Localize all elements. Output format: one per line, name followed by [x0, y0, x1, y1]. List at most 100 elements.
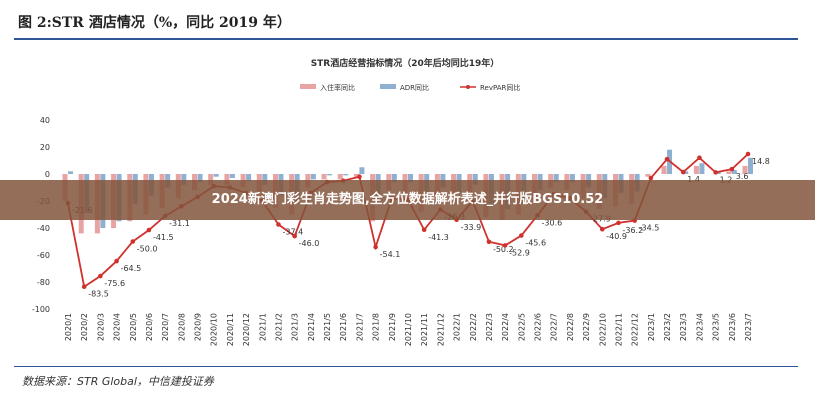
y-tick-label: -40 [37, 224, 50, 233]
data-label: -54.1 [380, 250, 401, 259]
bar [213, 174, 219, 177]
point [713, 170, 718, 175]
y-tick-label: -60 [37, 251, 50, 260]
x-tick-label: 2020/9 [194, 313, 203, 341]
x-tick-label: 2021/10 [404, 313, 413, 346]
data-label: -50.0 [137, 245, 158, 254]
point [130, 239, 136, 244]
point [81, 284, 87, 290]
bar [553, 174, 559, 183]
bar [181, 174, 187, 185]
x-tick-label: 2020/11 [226, 313, 235, 346]
x-tick-label: 2021/6 [339, 313, 348, 341]
x-tick-label: 2020/7 [161, 313, 170, 341]
header: 图 2:STR 酒店情况（%，同比 2019 年） [18, 15, 291, 31]
x-tick-label: 2022/1 [453, 313, 462, 341]
x-tick-label: 2022/12 [631, 313, 640, 346]
bar [262, 174, 268, 185]
bar [337, 174, 343, 180]
x-tick-label: 2022/6 [534, 313, 543, 341]
bar [699, 163, 705, 174]
data-label: -30.6 [542, 218, 563, 227]
bar [353, 174, 359, 177]
bar [327, 174, 333, 176]
point [98, 273, 103, 279]
bar [310, 174, 316, 180]
bar [343, 174, 349, 176]
point [146, 227, 152, 233]
point [745, 151, 751, 157]
data-label: -37.4 [282, 227, 303, 236]
point [502, 243, 508, 248]
point [421, 227, 427, 233]
data-label: -52.9 [509, 248, 530, 257]
x-tick-label: 2022/9 [582, 313, 591, 341]
x-tick-label: 2021/9 [388, 313, 397, 341]
x-tick-label: 2022/8 [566, 313, 575, 341]
x-tick-label: 2021/11 [420, 313, 429, 346]
rule [14, 366, 798, 367]
x-tick-label: 2020/1 [64, 313, 73, 341]
data-label: -33.9 [461, 223, 482, 232]
x-tick-label: 2021/2 [274, 313, 283, 341]
point [292, 233, 297, 239]
bar [208, 174, 214, 185]
y-tick-label: 40 [40, 116, 50, 125]
y-tick-label: 20 [40, 143, 50, 152]
point [114, 258, 119, 264]
data-label: -41.5 [153, 233, 174, 242]
data-label: -45.6 [525, 239, 546, 248]
bar [748, 157, 753, 174]
bar [645, 174, 651, 177]
point [276, 222, 281, 227]
point [664, 156, 670, 162]
data-label: -41.3 [428, 233, 449, 242]
banner: 2024新澳门彩生肖走势图,全方位数据解析表述_并行版BGS10.52 [0, 180, 815, 220]
data-label: 14.8 [752, 157, 770, 166]
point [486, 239, 492, 245]
legend-label: ADR同比 [400, 83, 429, 92]
x-tick-label: 2023/7 [744, 313, 753, 341]
x-tick-label: 2021/5 [323, 313, 332, 341]
data-label: -50.2 [493, 245, 514, 254]
bar [472, 174, 478, 185]
x-tick-label: 2021/12 [436, 313, 445, 346]
data-label: -64.5 [121, 264, 142, 273]
bar [229, 174, 235, 179]
data-label: -46.0 [299, 239, 320, 248]
y-tick-label: 0 [45, 170, 50, 179]
bar [408, 174, 413, 183]
bar [731, 169, 737, 174]
x-tick-label: 2022/11 [614, 313, 623, 346]
point [729, 166, 735, 172]
x-tick-label: 2021/8 [372, 313, 381, 341]
legend-label: 入住率同比 [320, 83, 355, 92]
bar [359, 167, 365, 174]
bar [683, 171, 689, 174]
legend-swatch [380, 84, 396, 89]
x-tick-label: 2022/2 [469, 313, 478, 341]
x-tick-label: 2020/4 [113, 313, 122, 341]
data-label: -36.2 [622, 226, 643, 235]
x-tick-label: 2020/10 [210, 313, 219, 346]
x-tick-label: 2021/4 [307, 313, 316, 341]
bar [693, 165, 699, 174]
data-label: -31.1 [169, 219, 190, 228]
legend-swatch [466, 85, 470, 89]
data-label: -40.9 [606, 232, 627, 241]
x-tick-label: 2023/1 [647, 313, 656, 341]
x-tick-label: 2020/6 [145, 313, 154, 341]
x-tick-label: 2021/3 [291, 313, 300, 341]
bar [68, 171, 73, 174]
bar [224, 174, 230, 185]
point [599, 226, 605, 232]
x-tick-label: 2023/6 [728, 313, 737, 341]
x-tick-label: 2020/12 [242, 313, 251, 346]
point [648, 175, 654, 181]
legend-label: RevPAR同比 [480, 83, 520, 92]
point [616, 220, 621, 226]
x-tick-label: 2020/2 [80, 313, 89, 341]
y-tick-label: -80 [37, 278, 50, 287]
